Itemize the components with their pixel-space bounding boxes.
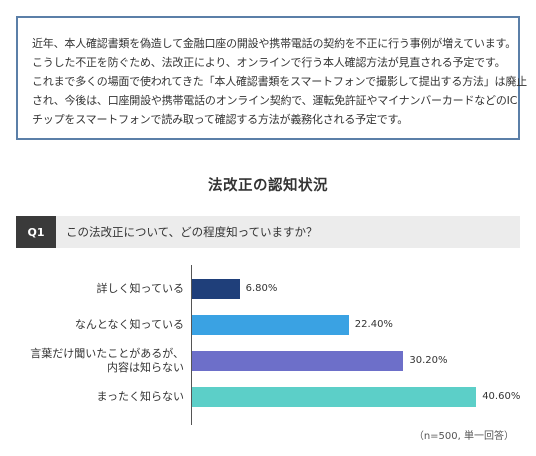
category-label-line: まったく知らない xyxy=(96,390,184,403)
bar xyxy=(192,279,240,299)
question-badge: Q1 xyxy=(16,216,56,248)
category-label-line: 言葉だけ聞いたことがあるが、 xyxy=(30,347,184,360)
question-band: Q1 この法改正について、どの程度知っていますか？ xyxy=(16,216,520,248)
category-axis-line xyxy=(191,265,192,425)
intro-line: チップをスマートフォンで読み取って確認する方法が義務化される予定です。 xyxy=(32,113,409,126)
intro-line: 近年、本人確認書類を偽造して金融口座の開設や携帯電話の契約を不正に行う事例が増え… xyxy=(32,37,517,50)
intro-line: こうした不正を防ぐため、法改正により、オンラインで行う本人確認方法が見直される予… xyxy=(32,56,506,69)
category-label-line: 内容は知らない xyxy=(107,361,184,374)
intro-line: され、今後は、口座開設や携帯電話のオンライン契約で、運転免許証やマイナンバーカー… xyxy=(32,94,518,107)
bar xyxy=(192,351,404,371)
category-label-line: 詳しく知っている xyxy=(96,282,184,295)
intro-box: 近年、本人確認書類を偽造して金融口座の開設や携帯電話の契約を不正に行う事例が増え… xyxy=(16,16,527,140)
category-label: なんとなく知っている xyxy=(75,318,184,332)
value-label: 30.20% xyxy=(409,355,448,366)
value-label: 6.80% xyxy=(245,283,278,294)
category-label: 詳しく知っている xyxy=(97,282,184,296)
value-label: 22.40% xyxy=(354,319,393,330)
bar xyxy=(192,315,349,335)
intro-line: これまで多くの場面で使われてきた「本人確認書類をスマートフォンで撮影して提出する… xyxy=(32,75,527,88)
category-label: 言葉だけ聞いたことがあるが、 内容は知らない xyxy=(30,347,184,375)
category-label: まったく知らない xyxy=(96,390,184,404)
sample-note: （n=500, 単一回答） xyxy=(413,431,514,442)
bar-chart: 詳しく知っている 6.80% なんとなく知っている 22.40% 言葉だけ聞いたことがあ… xyxy=(0,265,536,425)
category-label-line: なんとなく知っている xyxy=(74,318,184,331)
bar xyxy=(192,387,477,407)
question-text: この法改正について、どの程度知っていますか？ xyxy=(66,225,318,239)
chart-title: 法改正の認知状況 xyxy=(208,178,328,194)
value-label: 40.60% xyxy=(482,391,521,402)
